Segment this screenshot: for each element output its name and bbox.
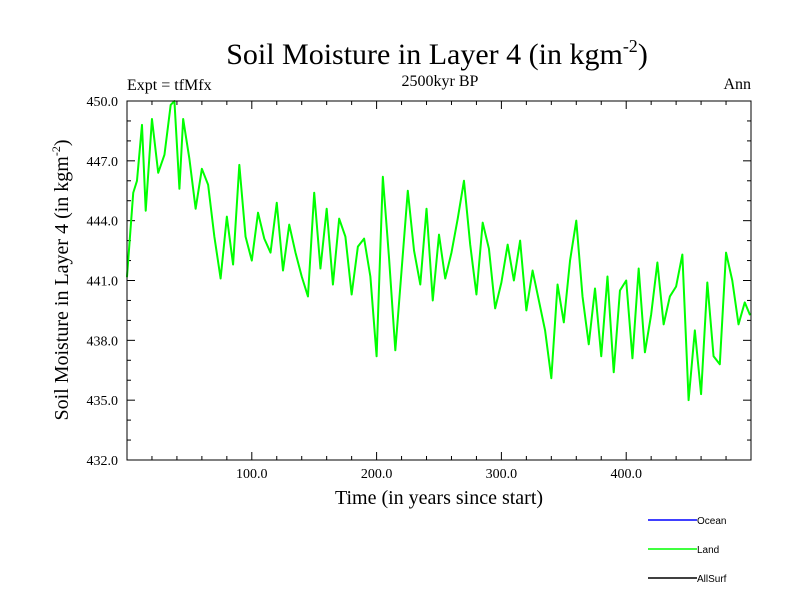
y-tick-label-2: 438.0 (87, 334, 119, 349)
legend-label-ocean: Ocean (697, 516, 726, 527)
y-axis-label: Soil Moisture in Layer 4 (in kgm-2) (49, 139, 73, 420)
legend-label-land: Land (697, 545, 719, 556)
y-axis-label-sup: -2 (49, 146, 63, 156)
series-layer (126, 100, 751, 402)
chart-title: Soil Moisture in Layer 4 (in kgm-2) (226, 36, 648, 71)
x-tick-label-0: 100.0 (236, 467, 268, 482)
y-tick-label-3: 441.0 (87, 275, 119, 290)
x-tick-label-3: 400.0 (610, 467, 642, 482)
chart-title-close: ) (638, 38, 648, 71)
expt-label: Expt = tfMfx (127, 77, 212, 94)
x-tick-label-1: 200.0 (361, 467, 393, 482)
chart-title-main: Soil Moisture in Layer 4 (in kgm (226, 38, 623, 71)
y-tick-label-1: 435.0 (87, 394, 119, 409)
y-axis-label-main: Soil Moisture in Layer 4 (in kgm (51, 156, 73, 421)
y-axis-label-close: ) (51, 139, 73, 146)
plot-frame (126, 100, 752, 461)
axis-ticks: 432.0 435.0 438.0 441.0 444.0 447.0 450.0 100.0… (87, 95, 751, 482)
chart-title-sup: -2 (623, 36, 638, 56)
y-tick-label-4: 444.0 (87, 215, 119, 230)
x-axis-label: Time (in years since start) (335, 487, 543, 509)
legend-label-allsurf: AllSurf (697, 574, 727, 585)
legend: Ocean Land AllSurf (648, 516, 727, 585)
x-tick-label-2: 300.0 (486, 467, 518, 482)
season-label: Ann (723, 76, 751, 93)
y-tick-label-0: 432.0 (87, 454, 119, 469)
series-land (126, 100, 751, 402)
chart-subtitle: 2500kyr BP (402, 73, 479, 90)
y-tick-label-6: 450.0 (87, 95, 119, 110)
y-tick-label-5: 447.0 (87, 155, 119, 170)
